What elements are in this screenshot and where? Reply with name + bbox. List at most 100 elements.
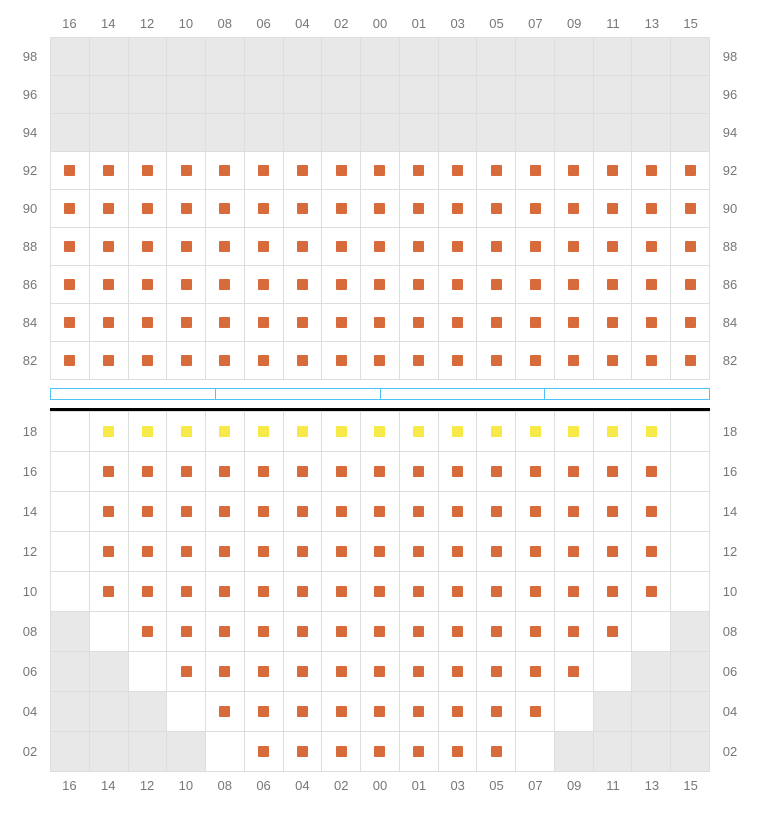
seat-cell[interactable]: [516, 612, 555, 652]
seat-cell[interactable]: [632, 266, 671, 304]
seat-cell[interactable]: [361, 612, 400, 652]
seat-cell[interactable]: [361, 452, 400, 492]
seat-cell[interactable]: [477, 732, 516, 772]
seat-cell[interactable]: [632, 342, 671, 380]
seat-cell[interactable]: [284, 572, 323, 612]
seat-cell[interactable]: [167, 190, 206, 228]
seat-cell[interactable]: [400, 732, 439, 772]
seat-cell[interactable]: [90, 152, 129, 190]
seat-cell[interactable]: [594, 412, 633, 452]
seat-cell[interactable]: [555, 190, 594, 228]
seat-cell[interactable]: [555, 612, 594, 652]
seat-cell[interactable]: [516, 190, 555, 228]
seat-cell[interactable]: [632, 452, 671, 492]
seat-cell[interactable]: [516, 342, 555, 380]
seat-cell[interactable]: [167, 692, 206, 732]
seat-cell[interactable]: [245, 304, 284, 342]
seat-cell[interactable]: [284, 266, 323, 304]
seat-cell[interactable]: [322, 652, 361, 692]
seat-cell[interactable]: [206, 152, 245, 190]
seat-cell[interactable]: [90, 452, 129, 492]
seat-cell[interactable]: [284, 652, 323, 692]
seat-cell[interactable]: [129, 304, 168, 342]
seat-cell[interactable]: [322, 342, 361, 380]
seat-cell[interactable]: [167, 652, 206, 692]
seat-cell[interactable]: [671, 452, 710, 492]
seat-cell[interactable]: [245, 732, 284, 772]
seat-cell[interactable]: [167, 266, 206, 304]
seat-cell[interactable]: [206, 652, 245, 692]
seat-cell[interactable]: [322, 412, 361, 452]
seat-cell[interactable]: [206, 452, 245, 492]
seat-cell[interactable]: [477, 652, 516, 692]
seat-cell[interactable]: [51, 304, 90, 342]
seat-cell[interactable]: [129, 572, 168, 612]
seat-cell[interactable]: [51, 492, 90, 532]
seat-cell[interactable]: [245, 266, 284, 304]
seat-cell[interactable]: [632, 612, 671, 652]
seat-cell[interactable]: [632, 492, 671, 532]
seat-cell[interactable]: [129, 190, 168, 228]
seat-cell[interactable]: [439, 452, 478, 492]
seat-cell[interactable]: [245, 342, 284, 380]
seat-cell[interactable]: [671, 572, 710, 612]
seat-cell[interactable]: [555, 652, 594, 692]
seat-cell[interactable]: [671, 532, 710, 572]
seat-cell[interactable]: [206, 304, 245, 342]
seat-cell[interactable]: [245, 152, 284, 190]
seat-cell[interactable]: [322, 190, 361, 228]
seat-cell[interactable]: [245, 532, 284, 572]
seat-cell[interactable]: [671, 266, 710, 304]
seat-cell[interactable]: [90, 304, 129, 342]
seat-cell[interactable]: [477, 304, 516, 342]
seat-cell[interactable]: [361, 732, 400, 772]
seat-cell[interactable]: [167, 492, 206, 532]
seat-cell[interactable]: [51, 452, 90, 492]
seat-cell[interactable]: [51, 266, 90, 304]
seat-cell[interactable]: [439, 492, 478, 532]
seat-cell[interactable]: [206, 266, 245, 304]
seat-cell[interactable]: [284, 532, 323, 572]
seat-cell[interactable]: [400, 452, 439, 492]
seat-cell[interactable]: [516, 692, 555, 732]
seat-cell[interactable]: [51, 228, 90, 266]
seat-cell[interactable]: [516, 266, 555, 304]
seat-cell[interactable]: [555, 412, 594, 452]
seat-cell[interactable]: [245, 412, 284, 452]
seat-cell[interactable]: [477, 152, 516, 190]
seat-cell[interactable]: [477, 412, 516, 452]
seat-cell[interactable]: [632, 304, 671, 342]
seat-cell[interactable]: [439, 572, 478, 612]
seat-cell[interactable]: [361, 190, 400, 228]
seat-cell[interactable]: [516, 304, 555, 342]
seat-cell[interactable]: [322, 266, 361, 304]
seat-cell[interactable]: [129, 652, 168, 692]
seat-cell[interactable]: [361, 492, 400, 532]
seat-cell[interactable]: [361, 228, 400, 266]
seat-cell[interactable]: [51, 342, 90, 380]
seat-cell[interactable]: [90, 190, 129, 228]
seat-cell[interactable]: [322, 492, 361, 532]
seat-cell[interactable]: [555, 452, 594, 492]
seat-cell[interactable]: [322, 692, 361, 732]
seat-cell[interactable]: [129, 612, 168, 652]
seat-cell[interactable]: [322, 228, 361, 266]
seat-cell[interactable]: [400, 228, 439, 266]
seat-cell[interactable]: [284, 190, 323, 228]
seat-cell[interactable]: [90, 228, 129, 266]
seat-cell[interactable]: [439, 266, 478, 304]
seat-cell[interactable]: [90, 492, 129, 532]
seat-cell[interactable]: [206, 732, 245, 772]
seat-cell[interactable]: [167, 532, 206, 572]
seat-cell[interactable]: [439, 732, 478, 772]
seat-cell[interactable]: [129, 266, 168, 304]
seat-cell[interactable]: [245, 572, 284, 612]
seat-cell[interactable]: [439, 612, 478, 652]
seat-cell[interactable]: [322, 732, 361, 772]
seat-cell[interactable]: [671, 492, 710, 532]
seat-cell[interactable]: [361, 532, 400, 572]
seat-cell[interactable]: [555, 342, 594, 380]
seat-cell[interactable]: [322, 532, 361, 572]
seat-cell[interactable]: [516, 452, 555, 492]
seat-cell[interactable]: [400, 492, 439, 532]
